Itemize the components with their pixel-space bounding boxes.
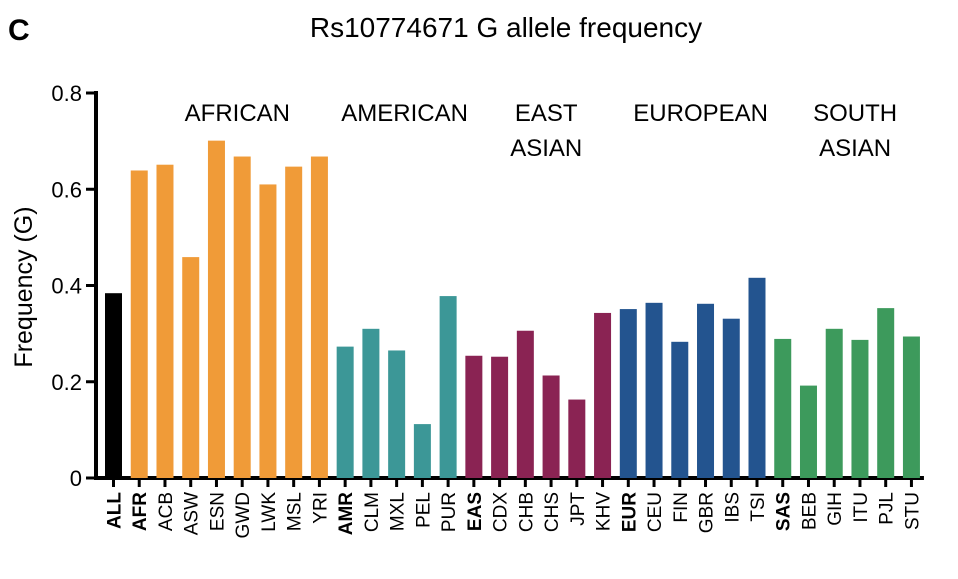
- bar-yri: [310, 156, 328, 478]
- bar-lwk: [259, 184, 277, 478]
- bar-stu: [902, 336, 920, 478]
- bar-cdx: [491, 356, 509, 478]
- x-tick-label: PJL: [877, 492, 898, 525]
- x-tick-label: CHS: [542, 492, 563, 532]
- bar-pur: [439, 296, 457, 478]
- bar-khv: [594, 312, 612, 478]
- y-tick-label: 0.4: [51, 274, 82, 299]
- group-label: AMERICAN: [341, 100, 468, 127]
- x-tick-label: GBR: [697, 492, 718, 533]
- bar-chs: [542, 375, 560, 478]
- x-tick-label: SAS: [774, 492, 795, 531]
- panel-label: C: [8, 14, 30, 47]
- x-tick-label: BEB: [799, 492, 820, 530]
- group-label: SOUTH: [813, 100, 897, 127]
- bar-beb: [799, 385, 817, 478]
- y-tick-label: 0.6: [51, 177, 82, 202]
- bar-pjl: [877, 308, 895, 478]
- y-axis-label: Frequency (G): [10, 206, 38, 367]
- x-tick-label: GWD: [233, 492, 254, 538]
- bar-mxl: [388, 350, 406, 478]
- bar-acb: [156, 164, 174, 479]
- bar-afr: [130, 170, 148, 478]
- x-tick-label: ITU: [851, 492, 872, 523]
- bar-itu: [851, 339, 869, 478]
- bar-eur: [619, 309, 637, 478]
- chart-title: Rs10774671 G allele frequency: [310, 12, 702, 43]
- x-tick-label: ASW: [182, 492, 203, 535]
- group-label: EAST: [515, 100, 578, 127]
- bar-jpt: [568, 399, 586, 478]
- x-tick-label: CLM: [362, 492, 383, 532]
- bar-asw: [182, 257, 200, 478]
- x-tick-label: ALL: [105, 492, 126, 529]
- x-tick-label: STU: [902, 492, 923, 530]
- group-label: ASIAN: [510, 135, 582, 162]
- bar-msl: [285, 166, 303, 478]
- bar-tsi: [748, 277, 766, 478]
- x-tick-label: AFR: [130, 492, 151, 531]
- bar-eas: [465, 355, 483, 478]
- bar-pel: [413, 424, 431, 478]
- bar-esn: [207, 140, 225, 479]
- x-tick-label: GIH: [825, 492, 846, 526]
- bar-amr: [336, 346, 354, 478]
- y-tick-label: 0.8: [51, 81, 82, 106]
- x-tick-label: LWK: [259, 492, 280, 532]
- x-tick-label: ESN: [207, 492, 228, 531]
- x-tick-label: PEL: [413, 492, 434, 528]
- bar-gwd: [233, 156, 251, 478]
- x-tick-label: CDX: [491, 492, 512, 532]
- x-tick-label: CHB: [516, 492, 537, 532]
- x-tick-label: EAS: [465, 492, 486, 531]
- group-label: AFRICAN: [185, 100, 290, 127]
- y-tick-label: 0.2: [51, 370, 82, 395]
- x-tick-label: MSL: [285, 492, 306, 531]
- y-tick-label: 0: [70, 466, 82, 491]
- x-tick-label: JPT: [568, 492, 589, 526]
- bar-all: [105, 293, 122, 478]
- bar-sas: [774, 338, 792, 478]
- bar-ibs: [722, 318, 740, 478]
- x-tick-label: CEU: [645, 492, 666, 532]
- x-tick-label: ACB: [156, 492, 177, 531]
- x-tick-label: FIN: [671, 492, 692, 523]
- x-tick-label: IBS: [722, 492, 743, 523]
- x-tick-label: EUR: [619, 492, 640, 532]
- bar-fin: [671, 341, 689, 478]
- bar-clm: [362, 328, 380, 478]
- x-tick-label: YRI: [310, 492, 331, 524]
- bar-chb: [516, 330, 534, 478]
- x-tick-label: MXL: [388, 492, 409, 531]
- group-label: ASIAN: [819, 135, 891, 162]
- bar-ceu: [645, 302, 663, 478]
- x-tick-label: KHV: [594, 492, 615, 531]
- x-tick-label: TSI: [748, 492, 769, 522]
- bar-gih: [825, 328, 843, 478]
- bar-gbr: [697, 303, 715, 478]
- group-label: EUROPEAN: [633, 100, 768, 127]
- x-tick-label: PUR: [439, 492, 460, 532]
- x-tick-label: AMR: [336, 492, 357, 536]
